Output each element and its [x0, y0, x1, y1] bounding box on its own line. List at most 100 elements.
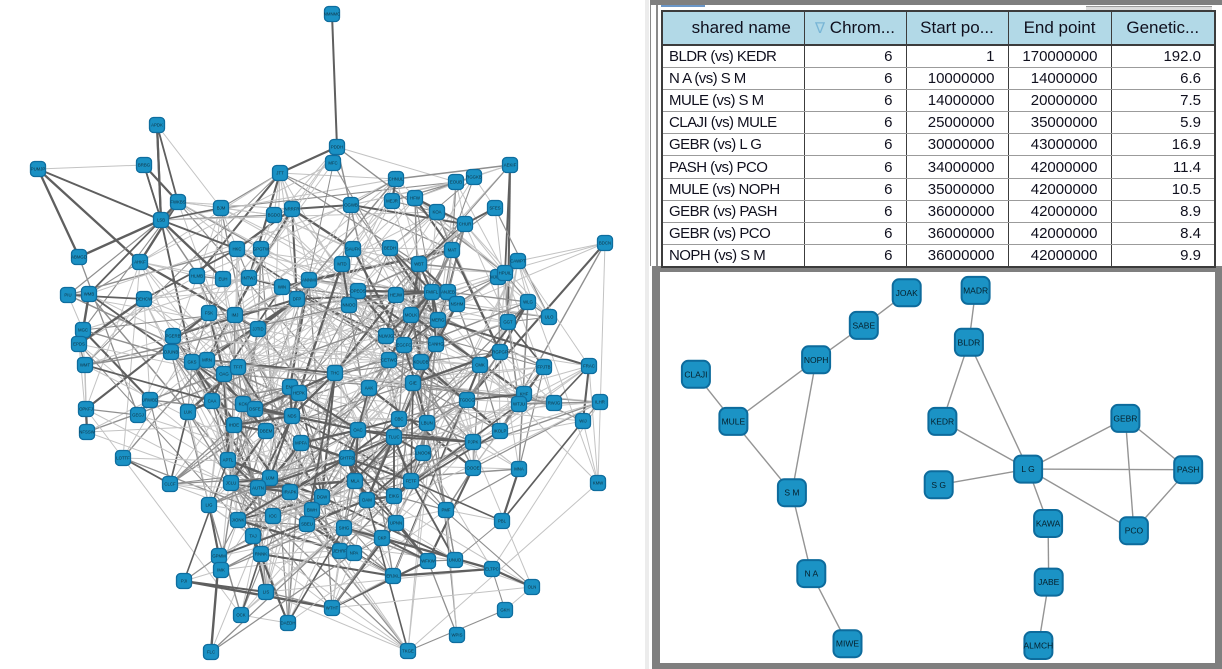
svg-text:FPJTB: FPJTB: [537, 365, 550, 370]
svg-text:LBUN: LBUN: [421, 421, 432, 426]
svg-text:OAC: OAC: [353, 428, 362, 433]
svg-text:BWH: BWH: [307, 508, 317, 513]
svg-text:IMK: IMK: [217, 568, 225, 573]
svg-text:APDK: APDK: [151, 123, 163, 128]
svg-text:MEJR: MEJR: [386, 199, 398, 204]
svg-text:GHTFB: GHTFB: [340, 456, 355, 461]
svg-text:IMJ: IMJ: [232, 313, 239, 318]
svg-text:CBC: CBC: [394, 417, 403, 422]
svg-text:AUTN: AUTN: [252, 486, 264, 491]
svg-text:WMT: WMT: [80, 363, 91, 368]
svg-text:CMK: CMK: [475, 363, 485, 368]
svg-text:IRAPK: IRAPK: [284, 490, 297, 495]
svg-text:SAUFK: SAUFK: [346, 247, 360, 252]
svg-text:TAJ: TAJ: [249, 534, 256, 539]
svg-text:PASH: PASH: [1177, 465, 1200, 475]
svg-text:NLWJG: NLWJG: [379, 334, 394, 339]
svg-text:ERJKL: ERJKL: [386, 574, 400, 579]
svg-text:SFES: SFES: [489, 206, 500, 211]
svg-text:JJTID: JJTID: [252, 327, 263, 332]
svg-text:HLMB: HLMB: [191, 274, 203, 279]
svg-text:KEDR: KEDR: [931, 416, 955, 426]
svg-text:GPMM: GPMM: [212, 554, 226, 559]
svg-text:EOUB: EOUB: [450, 180, 462, 185]
svg-text:INTWJ: INTWJ: [242, 276, 255, 281]
svg-text:OGWB: OGWB: [344, 203, 358, 208]
svg-text:RGGKB: RGGKB: [466, 175, 482, 180]
svg-text:LIG: LIG: [206, 503, 214, 508]
svg-text:EGCFC: EGCFC: [396, 343, 411, 348]
svg-text:GIE: GIE: [409, 381, 417, 386]
svg-text:PUMJP: PUMJP: [31, 167, 46, 172]
svg-text:CETWO: CETWO: [381, 358, 398, 363]
svg-text:MNA: MNA: [514, 467, 524, 472]
svg-text:NSHM: NSHM: [451, 302, 464, 307]
svg-text:KHF: KHF: [520, 392, 529, 397]
svg-text:ELTPC: ELTPC: [485, 567, 499, 572]
svg-text:WPIS: WPIS: [452, 633, 463, 638]
svg-text:KAWA: KAWA: [1036, 519, 1061, 529]
svg-text:RNNK: RNNK: [255, 552, 267, 557]
svg-text:MULE: MULE: [722, 416, 746, 426]
svg-text:MFC: MFC: [328, 161, 337, 166]
svg-text:RWJG: RWJG: [548, 401, 561, 406]
svg-text:BJM: BJM: [217, 206, 226, 211]
svg-text:N A: N A: [804, 569, 818, 579]
svg-text:CAWPT: CAWPT: [510, 259, 526, 264]
svg-text:KMW: KMW: [593, 481, 604, 486]
svg-text:NRRFR: NRRFR: [284, 207, 299, 212]
svg-text:GEBR: GEBR: [1113, 413, 1137, 423]
svg-text:IKOLP: IKOLP: [494, 429, 507, 434]
svg-text:GEGJ: GEGJ: [132, 413, 144, 418]
svg-text:GGT: GGT: [503, 320, 513, 325]
svg-text:OLN: OLN: [528, 585, 537, 590]
svg-text:BRBG: BRBG: [138, 163, 151, 168]
svg-text:DFP: DFP: [293, 297, 302, 302]
svg-text:MLA: MLA: [351, 479, 360, 484]
svg-text:S G: S G: [931, 480, 946, 490]
svg-text:JABE: JABE: [1038, 577, 1060, 587]
svg-text:IHDE: IHDE: [229, 423, 239, 428]
svg-text:LUK: LUK: [184, 410, 192, 415]
svg-text:CHNUL: CHNUL: [389, 177, 404, 182]
svg-text:TLUC: TLUC: [388, 435, 399, 440]
svg-text:ANNMI: ANNMI: [302, 278, 316, 283]
svg-text:OEHCW: OEHCW: [136, 297, 153, 302]
svg-text:BLDR: BLDR: [958, 337, 981, 347]
svg-text:UJM: UJM: [266, 476, 275, 481]
svg-text:DSFE: DSFE: [249, 407, 261, 412]
svg-text:EPDS: EPDS: [73, 342, 85, 347]
svg-text:JTT: JTT: [276, 171, 284, 176]
svg-text:OJUNB: OJUNB: [164, 350, 179, 355]
svg-text:FWKBS: FWKBS: [170, 200, 185, 205]
svg-text:CLAJI: CLAJI: [684, 369, 707, 379]
svg-text:PDDH: PDDH: [331, 145, 343, 150]
svg-text:ABMGD: ABMGD: [71, 255, 87, 260]
svg-text:AEKIF: AEKIF: [504, 163, 517, 168]
svg-text:LOTTF: LOTTF: [116, 456, 130, 461]
svg-text:DAM: DAM: [362, 498, 372, 503]
svg-text:SBEU: SBEU: [301, 522, 313, 527]
svg-text:OPEOS: OPEOS: [350, 289, 365, 294]
svg-text:HEJW: HEJW: [390, 293, 403, 298]
svg-text:SIHG: SIHG: [339, 526, 350, 531]
svg-text:CHUR: CHUR: [459, 222, 471, 227]
svg-text:NDS: NDS: [287, 414, 296, 419]
svg-text:KOA: KOA: [432, 210, 441, 215]
svg-text:AHKF: AHKF: [134, 260, 146, 265]
svg-text:EUH: EUH: [218, 277, 227, 282]
svg-text:NOPH: NOPH: [804, 355, 829, 365]
svg-text:PCO: PCO: [1125, 526, 1144, 536]
svg-text:S M: S M: [784, 488, 799, 498]
svg-text:MADR: MADR: [963, 285, 988, 295]
svg-text:HKC: HKC: [232, 247, 241, 252]
svg-text:RGPGP: RGPGP: [492, 350, 508, 355]
svg-text:OPKFJ: OPKFJ: [79, 407, 93, 412]
svg-text:HPUIL: HPUIL: [499, 271, 512, 276]
svg-text:BDCN: BDCN: [599, 241, 611, 246]
svg-text:DAEDH: DAEDH: [280, 621, 295, 626]
svg-text:HEPK: HEPK: [293, 391, 305, 396]
svg-text:CAA: CAA: [208, 399, 217, 404]
svg-text:JCLU: JCLU: [226, 481, 237, 486]
svg-text:UPNN: UPNN: [390, 521, 402, 526]
